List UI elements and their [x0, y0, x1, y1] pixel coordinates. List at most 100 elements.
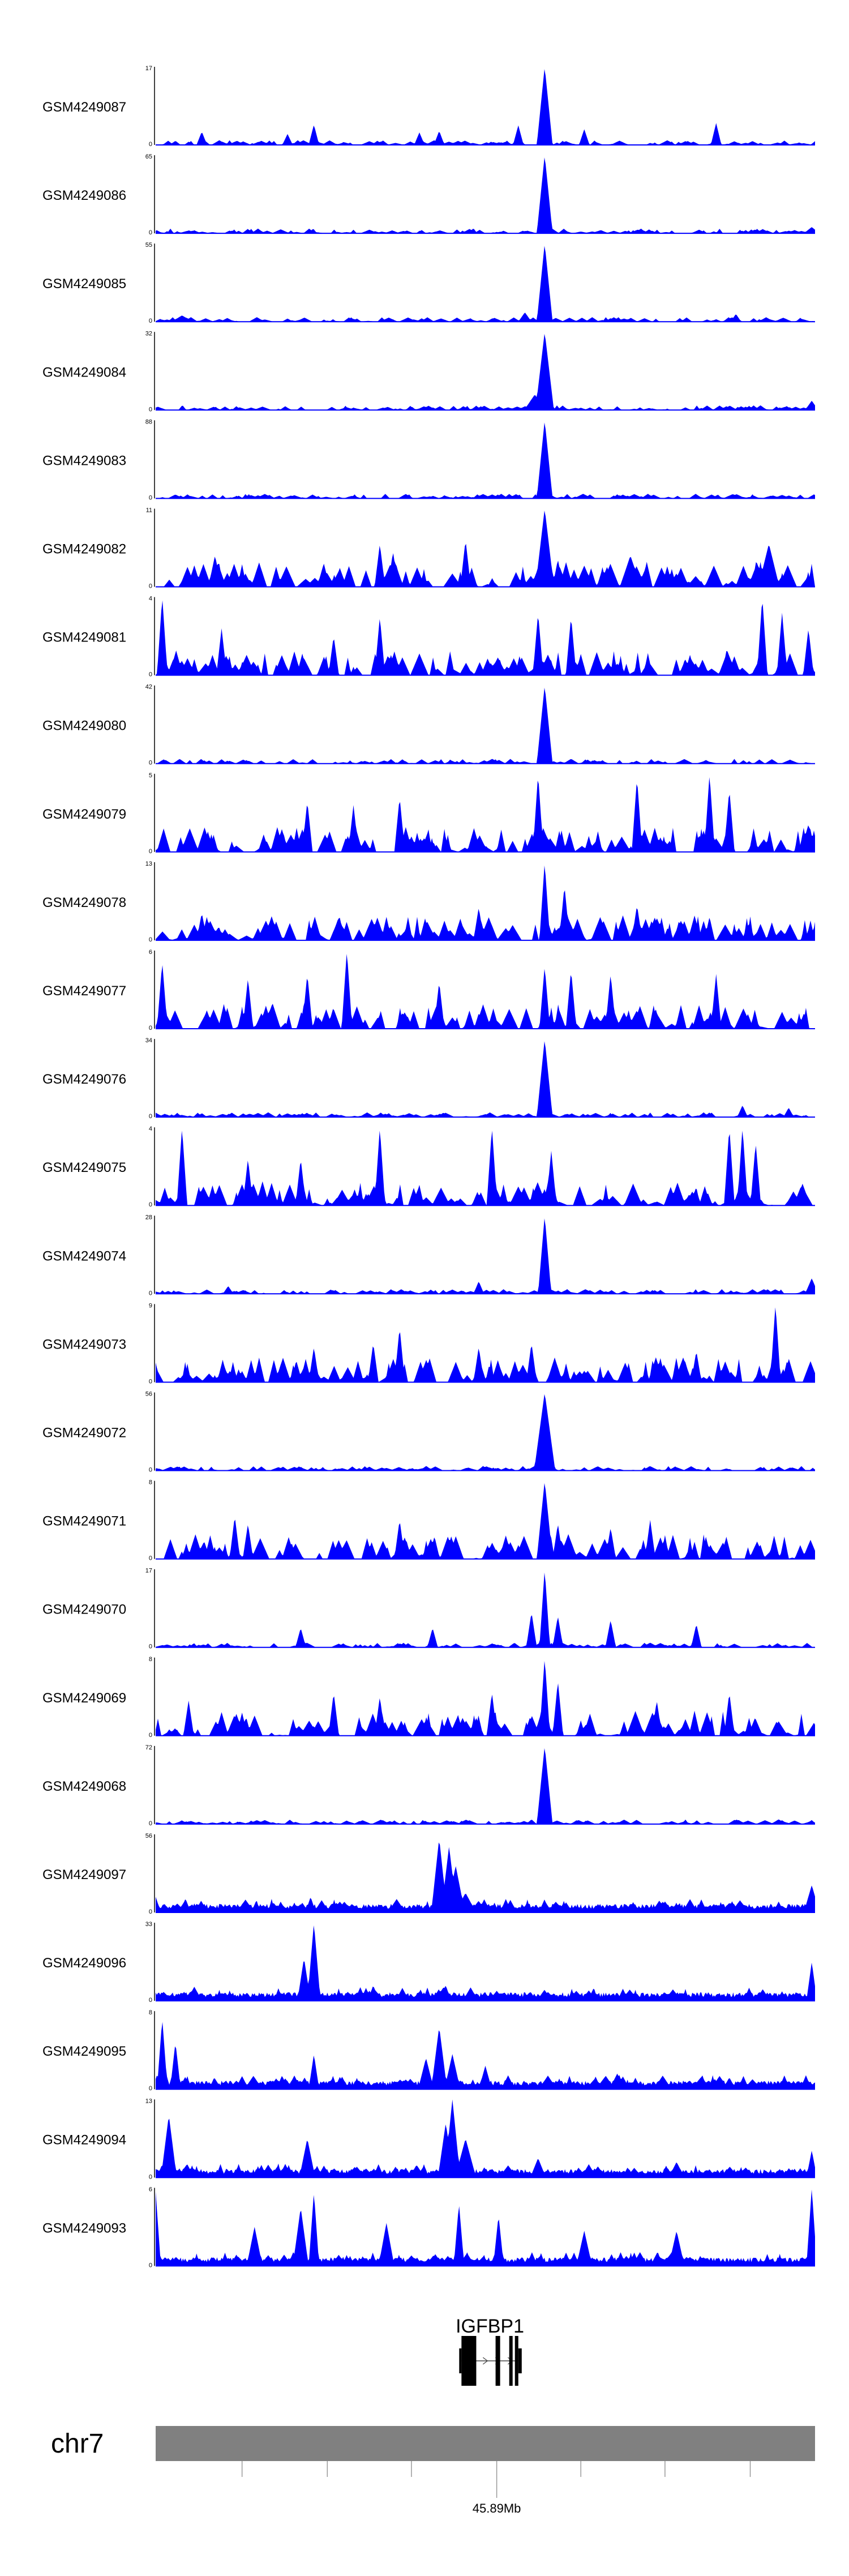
- track-GSM4249076: GSM4249076 34 0: [42, 1037, 815, 1120]
- coverage-area: [156, 777, 815, 852]
- coverage-area: [156, 1218, 815, 1294]
- track-GSM4249097: GSM4249097 56 0: [42, 1833, 815, 1915]
- track-GSM4249081: GSM4249081 4 0: [42, 596, 815, 678]
- track-GSM4249087: GSM4249087 17 0: [42, 65, 815, 148]
- track-GSM4249093: GSM4249093 6 0: [42, 2186, 815, 2269]
- track-ymin-label: 0: [149, 1467, 152, 1474]
- coverage-area: [156, 246, 815, 322]
- track-ymin-label: 0: [149, 848, 152, 855]
- chromosome-label: chr7: [51, 2429, 104, 2459]
- coverage-tracks: GSM4249087170GSM4249086650GSM4249085550G…: [42, 65, 815, 2269]
- coverage-area: [156, 1661, 815, 1736]
- track-label: GSM4249093: [42, 2220, 126, 2236]
- track-ymax-label: 13: [145, 861, 152, 867]
- chromosome-bar: [156, 2426, 815, 2461]
- track-ymin-label: 0: [149, 1378, 152, 1385]
- track-label: GSM4249080: [42, 718, 126, 734]
- track-label: GSM4249073: [42, 1337, 126, 1352]
- track-ymin-label: 0: [149, 1555, 152, 1562]
- track-GSM4249083: GSM4249083 88 0: [42, 418, 815, 501]
- coverage-area: [156, 1842, 815, 1912]
- track-label: GSM4249079: [42, 807, 126, 822]
- track-ymin-label: 0: [149, 318, 152, 324]
- track-label: GSM4249096: [42, 1955, 126, 1971]
- track-label: GSM4249075: [42, 1160, 126, 1175]
- chromosome-tick-label: 45.89Mb: [473, 2501, 521, 2515]
- track-GSM4249073: GSM4249073 9 0: [42, 1302, 815, 1385]
- track-label: GSM4249084: [42, 365, 126, 380]
- track-ymax-label: 8: [149, 1479, 152, 1486]
- track-ymax-label: 28: [145, 1214, 152, 1221]
- gene-utr: [459, 2348, 462, 2373]
- track-ymax-label: 8: [149, 2009, 152, 2016]
- track-GSM4249068: GSM4249068 72 0: [42, 1744, 815, 1827]
- coverage-area: [156, 600, 815, 675]
- coverage-area: [156, 157, 815, 234]
- track-GSM4249080: GSM4249080 42 0: [42, 684, 815, 767]
- coverage-area: [156, 1572, 815, 1648]
- track-ymax-label: 34: [145, 1037, 152, 1044]
- track-ymax-label: 17: [145, 1568, 152, 1574]
- gene-model: IGFBP1: [456, 2316, 524, 2386]
- coverage-area: [156, 1748, 815, 1824]
- track-GSM4249077: GSM4249077 6 0: [42, 949, 815, 1032]
- track-ymax-label: 4: [149, 1126, 152, 1132]
- track-ymax-label: 56: [145, 1391, 152, 1398]
- track-ymin-label: 0: [149, 671, 152, 678]
- gene-exon: [461, 2336, 477, 2386]
- track-label: GSM4249070: [42, 1602, 126, 1618]
- track-ymax-label: 72: [145, 1744, 152, 1751]
- track-GSM4249085: GSM4249085 55 0: [42, 242, 815, 324]
- track-ymin-label: 0: [149, 1290, 152, 1296]
- track-ymax-label: 17: [145, 65, 152, 72]
- track-label: GSM4249076: [42, 1072, 126, 1087]
- coverage-area: [156, 2099, 815, 2178]
- track-ymin-label: 0: [149, 141, 152, 148]
- track-ymax-label: 11: [146, 507, 152, 514]
- track-ymax-label: 6: [149, 2186, 152, 2193]
- track-ymin-label: 0: [149, 760, 152, 767]
- track-GSM4249082: GSM4249082 11 0: [42, 507, 815, 590]
- track-ymax-label: 56: [145, 1833, 152, 1839]
- track-ymax-label: 4: [149, 596, 152, 602]
- track-GSM4249094: GSM4249094 13 0: [42, 2098, 815, 2180]
- coverage-area: [156, 1041, 815, 1118]
- coverage-area: [156, 69, 815, 145]
- track-ymin-label: 0: [149, 1909, 152, 1915]
- chromosome-axis: chr7 45.89Mb: [51, 2426, 815, 2515]
- track-GSM4249079: GSM4249079 5 0: [42, 772, 815, 855]
- track-ymin-label: 0: [149, 229, 152, 236]
- track-label: GSM4249082: [42, 542, 126, 557]
- track-label: GSM4249085: [42, 276, 126, 292]
- track-GSM4249075: GSM4249075 4 0: [42, 1126, 815, 1208]
- coverage-area: [156, 865, 815, 940]
- track-ymin-label: 0: [149, 1644, 152, 1650]
- track-label: GSM4249071: [42, 1514, 126, 1529]
- track-ymin-label: 0: [149, 494, 152, 501]
- track-label: GSM4249095: [42, 2044, 126, 2059]
- track-label: GSM4249069: [42, 1691, 126, 1706]
- coverage-area: [156, 2022, 815, 2090]
- track-label: GSM4249083: [42, 453, 126, 468]
- track-ymin-label: 0: [149, 1732, 152, 1739]
- track-GSM4249069: GSM4249069 8 0: [42, 1656, 815, 1739]
- track-ymax-label: 42: [145, 684, 152, 691]
- track-ymin-label: 0: [149, 583, 152, 590]
- track-ymin-label: 0: [149, 406, 152, 413]
- track-label: GSM4249077: [42, 983, 126, 999]
- track-GSM4249072: GSM4249072 56 0: [42, 1391, 815, 1474]
- gene-utr: [518, 2348, 522, 2373]
- track-label: GSM4249097: [42, 1867, 126, 1882]
- gene-label: IGFBP1: [456, 2316, 524, 2337]
- track-label: GSM4249086: [42, 188, 126, 203]
- track-label: GSM4249087: [42, 100, 126, 115]
- gene-exon: [514, 2336, 518, 2386]
- track-ymin-label: 0: [149, 1025, 152, 1032]
- track-label: GSM4249068: [42, 1779, 126, 1794]
- coverage-area: [156, 1131, 815, 1206]
- gene-exon: [495, 2336, 500, 2386]
- track-GSM4249095: GSM4249095 8 0: [42, 2009, 815, 2092]
- track-ymax-label: 55: [145, 242, 152, 249]
- track-GSM4249078: GSM4249078 13 0: [42, 861, 815, 943]
- track-GSM4249071: GSM4249071 8 0: [42, 1479, 815, 1562]
